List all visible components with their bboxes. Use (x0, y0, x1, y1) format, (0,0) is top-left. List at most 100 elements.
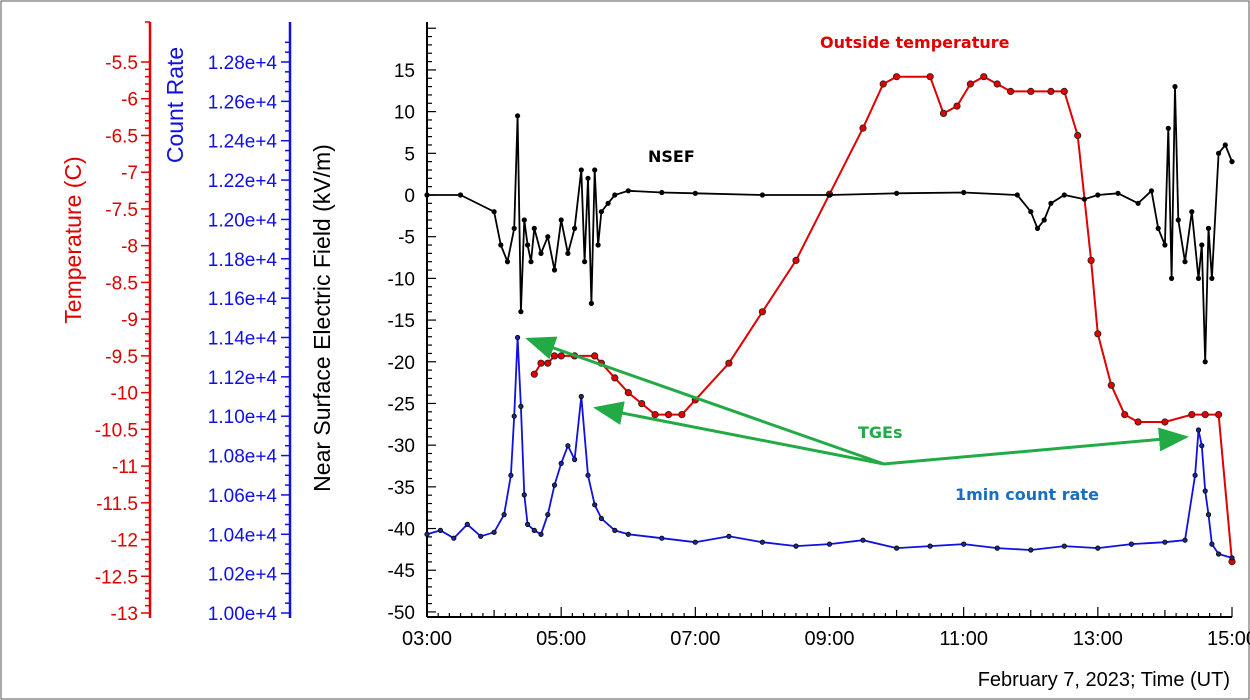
electric-field-tick-label: -25 (388, 394, 415, 415)
electric-field-tick-label: -5 (398, 228, 415, 249)
data-point (993, 80, 1001, 88)
data-point (1155, 225, 1161, 231)
data-point (961, 541, 967, 547)
data-point (1041, 217, 1047, 223)
data-point (1188, 410, 1196, 419)
temperature-label: Outside temperature (820, 33, 1010, 52)
time-tick-label: 05:00 (536, 628, 586, 650)
data-point (511, 413, 517, 419)
data-point (1107, 381, 1115, 389)
temperature-tick-label: -10 (111, 384, 138, 405)
data-point (1048, 200, 1054, 206)
temperature-tick-label: -12 (111, 531, 138, 552)
temperature-tick-label: -12.5 (95, 567, 138, 588)
data-point (953, 102, 961, 110)
data-point (759, 192, 766, 198)
data-point (571, 225, 578, 231)
data-point (1215, 410, 1223, 419)
count-rate-tick-label: 1.12e+4 (208, 368, 278, 389)
count-rate-tick-label: 1.18e+4 (208, 250, 278, 271)
electric-field-tick-label: -10 (388, 269, 415, 290)
data-point (1060, 87, 1068, 96)
temperature-tick-label: -5.5 (105, 53, 138, 74)
data-point (1006, 87, 1015, 96)
data-point (478, 533, 484, 539)
data-point (664, 410, 673, 419)
data-point (1222, 142, 1228, 148)
time-tick-label: 13:00 (1073, 628, 1123, 650)
data-point (585, 472, 591, 478)
data-point (598, 209, 605, 215)
temperature-tick-label: -10.5 (95, 420, 138, 441)
count-rate-axis: 1.28e+4 1.26e+4 1.24e+4 1.22e+4 1.20e+4 1.18e… (208, 22, 292, 625)
data-point (1202, 488, 1208, 494)
data-point (1162, 539, 1168, 545)
data-point (531, 225, 537, 231)
data-point (598, 515, 605, 522)
temperature-axis-title: Temperature (C) (60, 156, 86, 323)
electric-field-tick-label: -30 (388, 436, 415, 457)
electric-field-tick-label: -20 (388, 353, 415, 374)
data-point (1205, 511, 1212, 518)
data-point (578, 393, 584, 400)
data-point (538, 531, 544, 537)
electric-field-tick-label: -45 (388, 561, 415, 582)
data-point (638, 399, 646, 408)
data-point (1115, 190, 1121, 196)
count-rate-tick-label: 1.00e+4 (208, 604, 278, 625)
data-point (545, 234, 551, 240)
temperature-series (530, 73, 1236, 566)
data-point (451, 535, 457, 541)
electric-field-tick-label: -35 (388, 478, 415, 499)
data-point (592, 502, 598, 508)
data-point (726, 533, 732, 539)
data-point (1074, 131, 1082, 140)
data-point (1195, 427, 1202, 433)
data-point (1201, 410, 1209, 419)
count-rate-tick-label: 1.22e+4 (208, 171, 278, 192)
temperature-tick-label: -7 (121, 163, 138, 184)
tges-label: TGEs (858, 423, 903, 442)
data-point (893, 545, 900, 551)
electric-field-tick-label: 5 (404, 144, 415, 165)
time-tick-label: 11:00 (939, 628, 988, 650)
data-point (927, 543, 933, 549)
temperature-tick-label: -8 (121, 237, 138, 258)
data-point (1061, 192, 1067, 198)
temperature-tick-label: -9.5 (105, 347, 138, 368)
data-point (1189, 209, 1195, 215)
count-rate-tick-label: 1.08e+4 (208, 447, 278, 468)
data-point (1182, 259, 1188, 265)
data-point (939, 109, 948, 118)
data-point (961, 189, 967, 196)
time-tick-label: 09:00 (804, 628, 854, 650)
data-point (545, 511, 551, 518)
data-point (1209, 541, 1215, 547)
data-point (581, 259, 588, 265)
data-point (588, 300, 595, 306)
data-point (1028, 209, 1034, 215)
data-point (1121, 410, 1129, 419)
data-point (544, 359, 552, 367)
data-point (521, 217, 527, 223)
data-point (464, 521, 470, 528)
data-point (585, 175, 591, 181)
data-point (1229, 555, 1235, 561)
electric-field-tick-label: -50 (388, 603, 415, 624)
data-point (524, 242, 531, 248)
data-point (1148, 188, 1155, 194)
data-point (551, 482, 558, 488)
data-point (1094, 330, 1102, 338)
data-point (1216, 150, 1222, 156)
data-point (550, 352, 559, 360)
data-point (565, 250, 571, 256)
series-line (426, 337, 1233, 559)
count-rate-tick-label: 1.24e+4 (208, 132, 278, 153)
temperature-tick-label: -11.5 (96, 494, 138, 515)
data-point (980, 73, 988, 81)
tge-arrow-3 (883, 427, 1189, 466)
data-point (792, 256, 800, 264)
data-point (758, 308, 767, 316)
electric-field-tick-label: 0 (404, 186, 415, 207)
